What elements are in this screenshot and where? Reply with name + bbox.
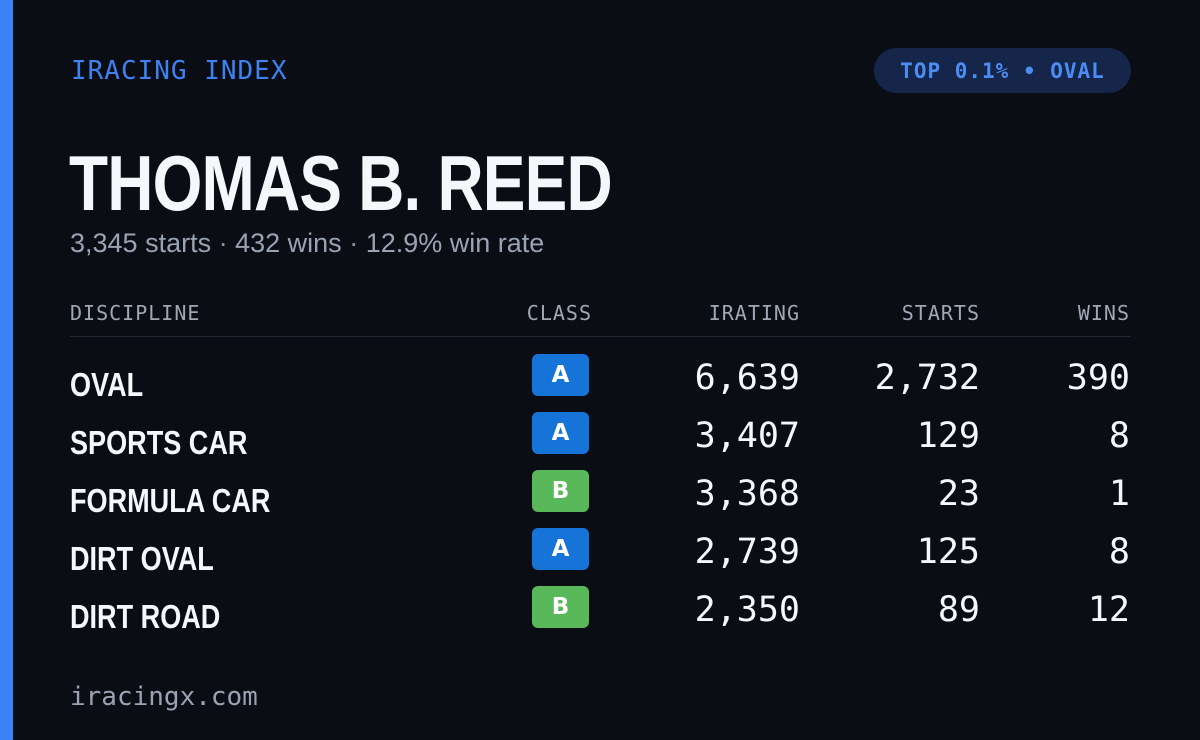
class-badge: A (532, 354, 589, 396)
discipline-name: DIRT ROAD (70, 598, 221, 635)
class-badge: B (532, 586, 589, 628)
starts-value: 125 (916, 532, 980, 572)
summary-separator: · (218, 228, 228, 258)
irating-value: 2,739 (694, 532, 800, 572)
discipline-name: DIRT OVAL (70, 540, 214, 577)
driver-name: THOMAS B. REED (69, 139, 613, 227)
starts-value: 129 (916, 416, 980, 456)
irating-value: 2,350 (694, 590, 800, 630)
table-row: FORMULA CAR B 3,368 23 1 (0, 470, 1200, 528)
table-row: DIRT ROAD B 2,350 89 12 (0, 586, 1200, 644)
starts-value: 23 (937, 474, 980, 514)
wins-value: 390 (1066, 358, 1130, 398)
wins-value: 8 (1108, 416, 1130, 456)
rank-badge: TOP 0.1% • OVAL (874, 48, 1131, 93)
header-starts: STARTS (901, 301, 980, 325)
irating-value: 3,407 (694, 416, 800, 456)
accent-bar (0, 0, 13, 740)
class-badge: B (532, 470, 589, 512)
starts-value: 89 (937, 590, 980, 630)
wins-value: 1 (1108, 474, 1130, 514)
header-discipline: DISCIPLINE (70, 301, 201, 325)
discipline-name: FORMULA CAR (70, 482, 271, 519)
summary-separator: · (349, 228, 359, 258)
header-divider (70, 336, 1131, 337)
table-row: OVAL A 6,639 2,732 390 (0, 354, 1200, 412)
wins-value: 8 (1108, 532, 1130, 572)
brand-label: IRACING INDEX (71, 56, 288, 86)
driver-summary: 3,345 starts · 432 wins · 12.9% win rate (70, 228, 544, 259)
table-row: SPORTS CAR A 3,407 129 8 (0, 412, 1200, 470)
summary-win-rate: 12.9% win rate (365, 228, 545, 258)
header-irating: IRATING (708, 301, 800, 325)
class-badge: A (532, 528, 589, 570)
starts-value: 2,732 (874, 358, 980, 398)
footer-domain: iracingx.com (70, 682, 258, 712)
header-wins: WINS (1077, 301, 1130, 325)
class-badge: A (532, 412, 589, 454)
discipline-name: SPORTS CAR (70, 424, 248, 461)
table-row: DIRT OVAL A 2,739 125 8 (0, 528, 1200, 586)
summary-wins: 432 wins (235, 228, 342, 258)
header-class: CLASS (526, 301, 592, 325)
discipline-name: OVAL (70, 366, 144, 403)
irating-value: 6,639 (694, 358, 800, 398)
irating-value: 3,368 (694, 474, 800, 514)
summary-starts: 3,345 starts (70, 228, 212, 258)
wins-value: 12 (1087, 590, 1130, 630)
